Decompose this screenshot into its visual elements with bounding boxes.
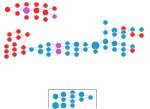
Point	[47, 53, 50, 54]
Point	[54, 95, 56, 97]
Point	[44, 18, 46, 20]
Point	[103, 21, 106, 23]
Point	[80, 98, 83, 100]
Point	[15, 12, 18, 14]
Point	[75, 43, 77, 45]
Point	[22, 46, 24, 48]
Point	[13, 53, 16, 55]
Point	[6, 8, 8, 10]
Point	[56, 50, 59, 52]
Point	[71, 95, 74, 97]
Point	[65, 46, 68, 48]
Point	[47, 48, 50, 49]
Point	[94, 50, 96, 52]
Point	[56, 44, 59, 46]
Point	[30, 48, 33, 49]
Point	[113, 29, 116, 31]
Point	[94, 44, 96, 46]
Point	[26, 33, 28, 35]
Point	[122, 48, 125, 50]
Point	[71, 104, 74, 106]
Point	[16, 30, 19, 32]
Point	[5, 50, 7, 52]
Point	[44, 11, 46, 13]
Point	[140, 29, 142, 30]
Point	[84, 43, 86, 45]
Point	[131, 45, 134, 46]
Point	[62, 104, 64, 106]
Point	[84, 48, 86, 50]
Point	[5, 45, 7, 47]
Point	[13, 48, 16, 50]
Point	[71, 100, 74, 102]
Point	[122, 27, 125, 29]
Point	[34, 9, 37, 11]
Point	[71, 91, 74, 93]
Point	[25, 16, 27, 18]
Point	[16, 36, 19, 37]
Point	[122, 31, 125, 33]
Point	[75, 53, 77, 54]
Point	[34, 17, 37, 18]
Point	[39, 45, 41, 47]
Point	[80, 93, 83, 95]
Point	[25, 9, 27, 11]
Point	[140, 34, 142, 36]
Point	[22, 51, 24, 52]
Point	[75, 48, 77, 49]
Point	[47, 43, 50, 45]
Point	[113, 42, 116, 44]
Point	[131, 33, 134, 35]
Point	[13, 43, 16, 45]
Point	[52, 8, 55, 9]
Point	[113, 33, 116, 35]
Point	[62, 98, 64, 100]
Point	[103, 31, 106, 33]
Point	[34, 3, 37, 5]
Point	[39, 50, 41, 52]
Point	[8, 38, 10, 40]
Point	[65, 42, 68, 44]
Point	[113, 48, 116, 49]
Point	[122, 53, 125, 55]
Point	[44, 5, 46, 6]
Point	[15, 5, 18, 6]
Point	[103, 46, 106, 48]
Point	[122, 35, 125, 37]
Point	[54, 104, 56, 106]
Point	[5, 55, 7, 57]
Point	[103, 40, 106, 42]
Point	[25, 3, 27, 5]
Point	[131, 49, 134, 51]
Point	[62, 93, 64, 95]
Point	[65, 52, 68, 54]
Point	[89, 96, 92, 97]
Bar	[48, 89, 96, 108]
Point	[131, 29, 134, 30]
Point	[122, 43, 125, 45]
Point	[52, 15, 55, 16]
Point	[8, 33, 10, 35]
